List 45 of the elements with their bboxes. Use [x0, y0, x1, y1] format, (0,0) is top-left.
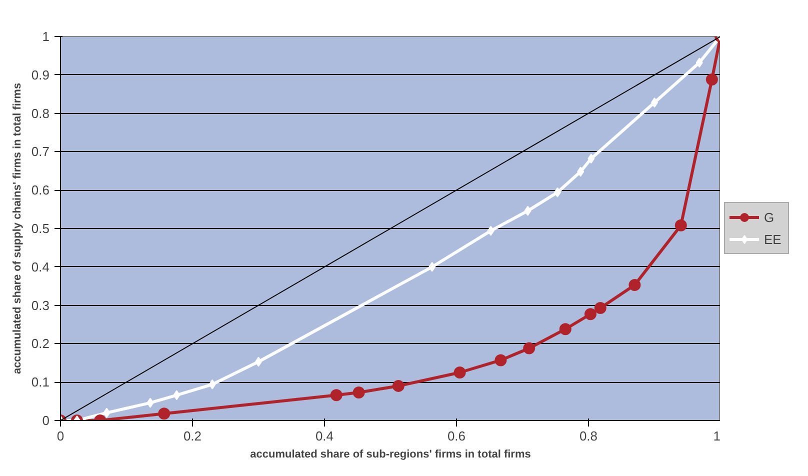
legend-label: G	[764, 210, 776, 224]
y-tick-label: 0.8	[31, 106, 50, 121]
point	[559, 323, 572, 336]
point	[158, 408, 170, 420]
y-tick-label: 0.3	[31, 298, 50, 313]
point	[588, 154, 595, 164]
y-tick-label: 0.6	[31, 182, 50, 198]
point	[494, 354, 507, 366]
point	[487, 226, 494, 236]
y-tick-label: 0	[42, 413, 50, 428]
point	[173, 390, 180, 400]
point	[103, 408, 110, 418]
point	[392, 380, 404, 392]
x-tick-label: 1	[713, 428, 721, 444]
x-tick-label: 0	[56, 428, 64, 444]
point	[330, 389, 342, 402]
point	[696, 58, 703, 68]
point	[523, 342, 536, 354]
y-tick-label: 0.4	[31, 259, 50, 274]
point	[146, 398, 154, 408]
y-tick-label: 1	[42, 29, 50, 44]
x-tick-label: 0.6	[447, 428, 466, 444]
point	[208, 379, 216, 390]
x-tick-label: 0.8	[579, 428, 598, 444]
point	[628, 278, 641, 291]
x-axis-title: accumulated share of sub-regions' firms in total firms	[250, 448, 531, 460]
y-tick-label: 0.2	[31, 336, 50, 352]
point	[584, 308, 596, 320]
point	[352, 386, 365, 398]
y-axis-title: accumulated share of supply chains' firms in total firms	[11, 82, 24, 374]
point	[594, 302, 606, 314]
legend-label: EE	[764, 232, 782, 246]
y-tick-label: 0.9	[31, 67, 50, 82]
point	[674, 219, 687, 232]
point	[554, 187, 561, 198]
point	[524, 206, 532, 216]
x-tick-label: 0.2	[183, 428, 202, 444]
point	[706, 74, 718, 86]
y-tick-label: 0.1	[31, 374, 50, 390]
point	[428, 262, 436, 272]
point	[454, 366, 466, 378]
y-tick-label: 0.5	[31, 221, 50, 236]
x-tick-label: 0.4	[315, 428, 334, 444]
point	[577, 166, 584, 177]
y-tick-label: 0.7	[31, 144, 50, 160]
